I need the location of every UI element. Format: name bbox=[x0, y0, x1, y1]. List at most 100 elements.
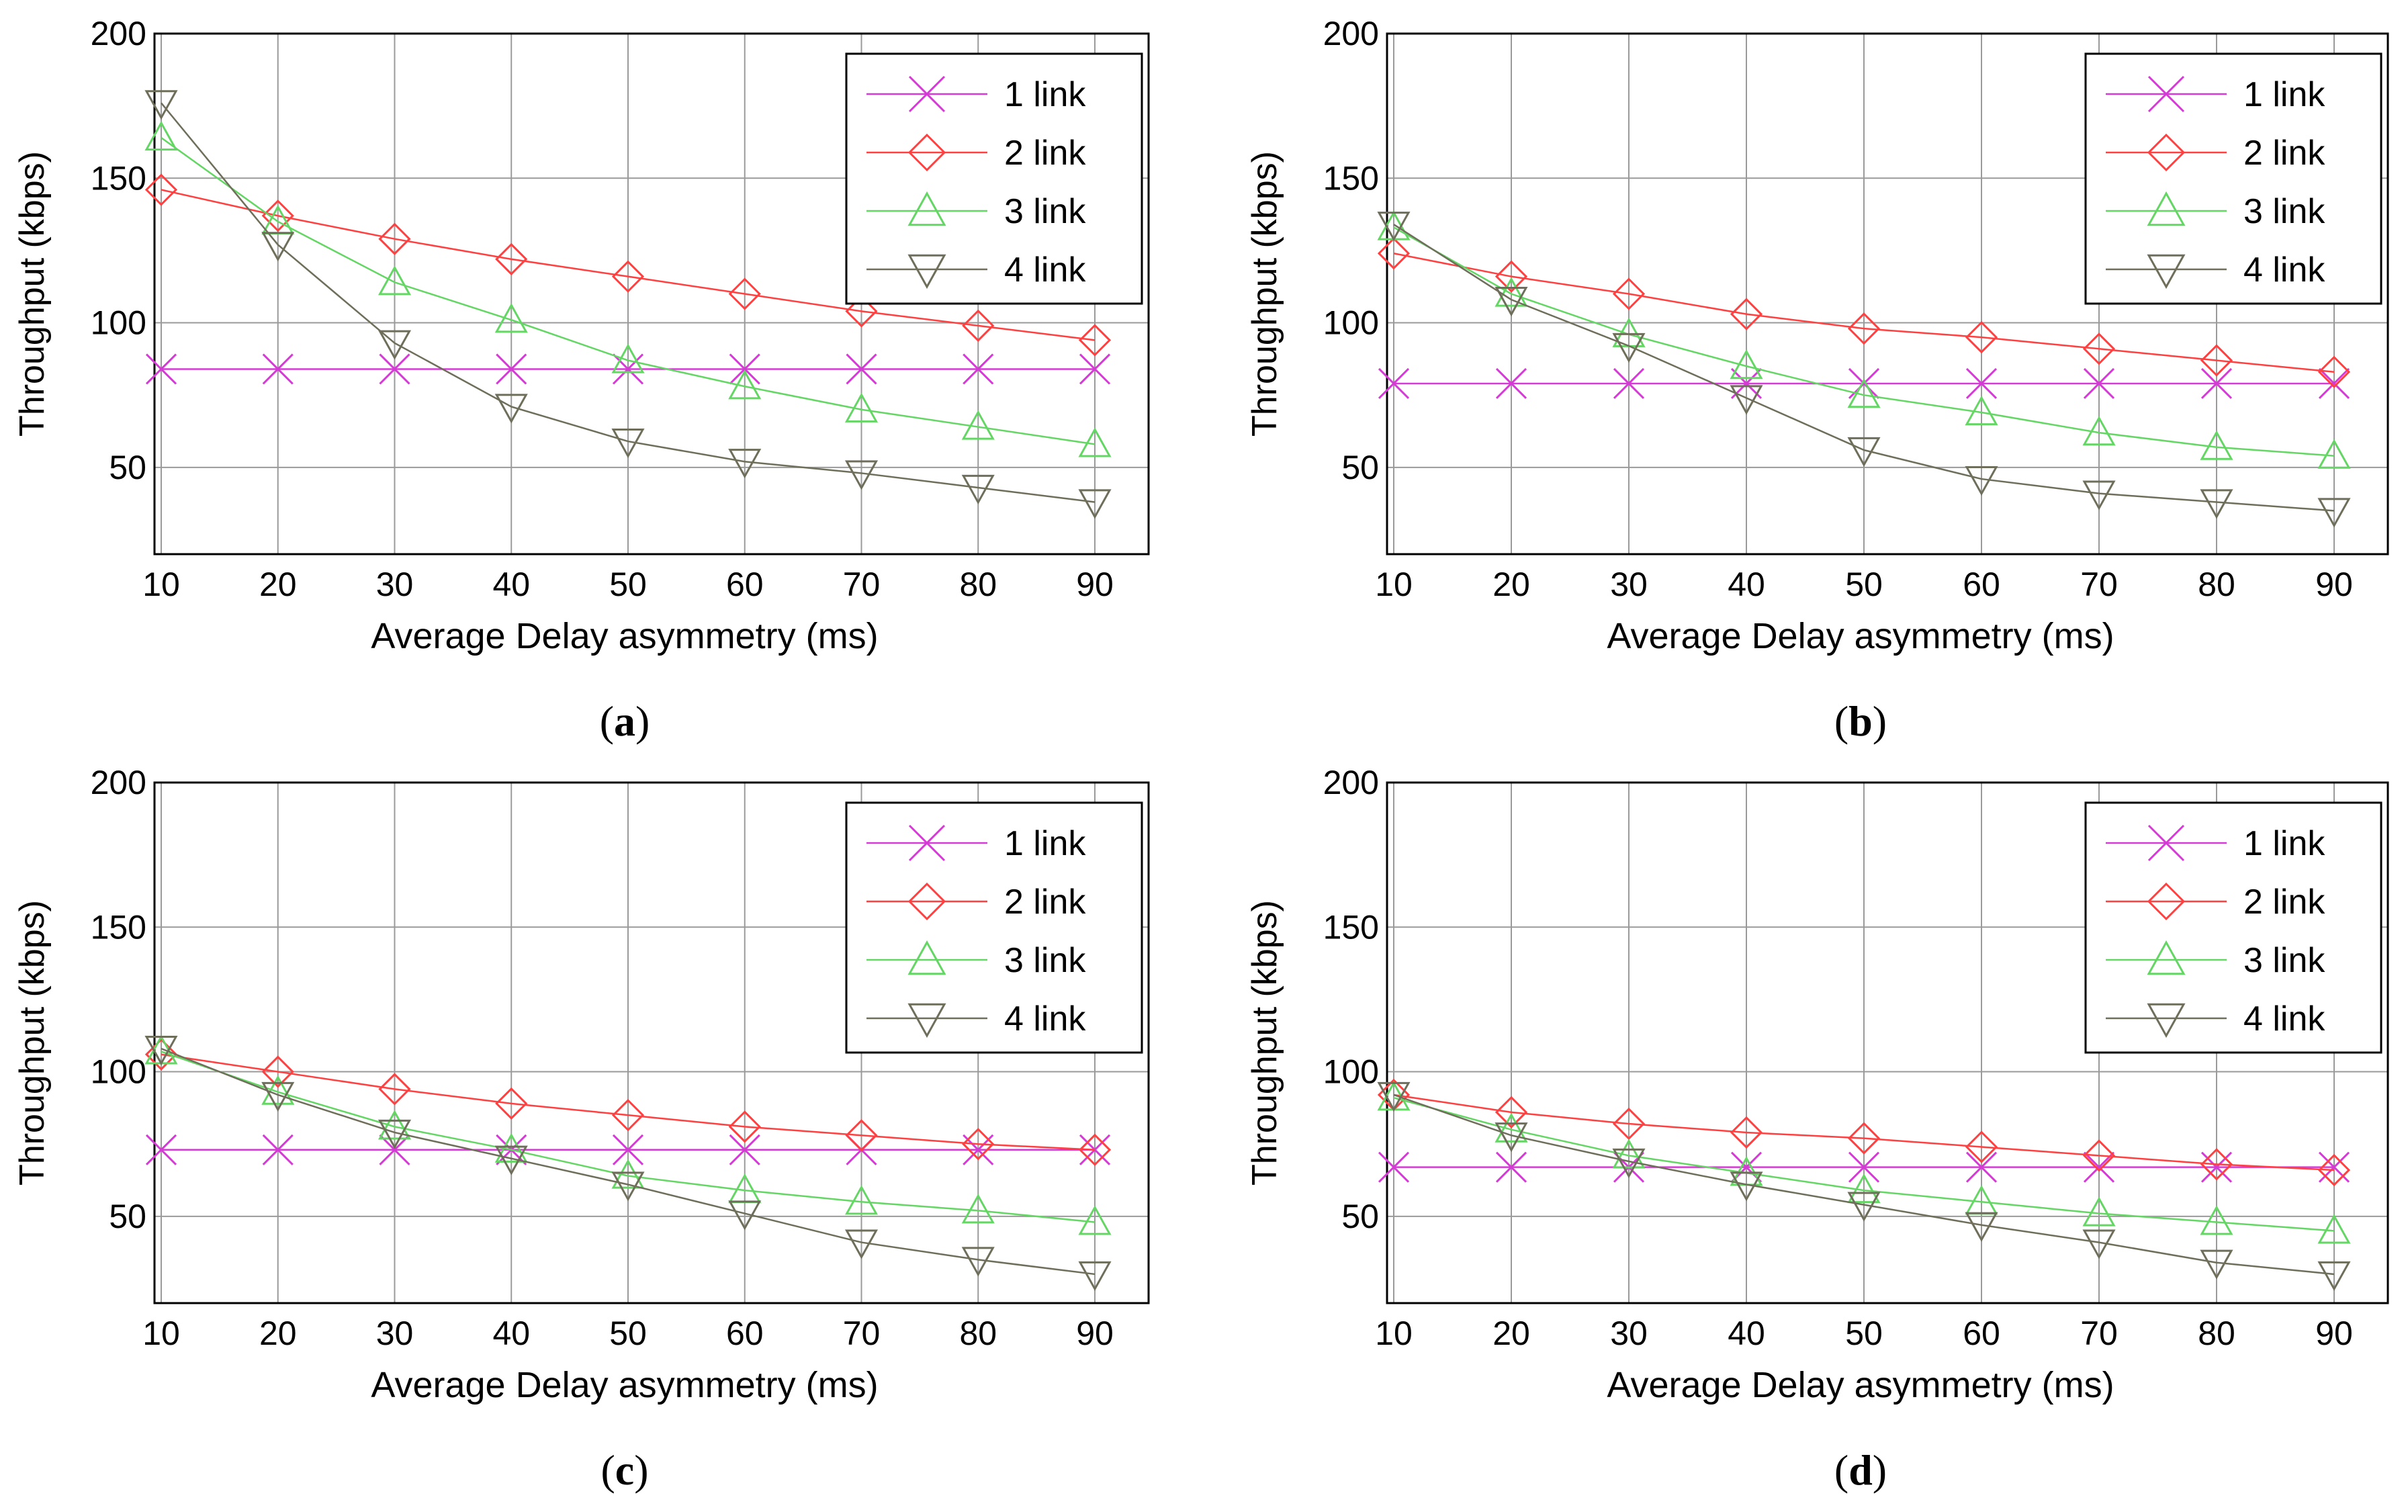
data-point bbox=[261, 1075, 295, 1105]
caption-open: ( bbox=[1834, 1446, 1848, 1494]
data-point bbox=[2317, 355, 2351, 388]
data-point bbox=[1847, 437, 1881, 468]
series-4-link bbox=[144, 1036, 1112, 1292]
x-tick-label: 60 bbox=[726, 566, 764, 603]
data-point bbox=[1078, 1261, 1112, 1292]
legend-label: 3 link bbox=[1004, 192, 1086, 231]
data-point bbox=[2317, 439, 2351, 469]
data-point bbox=[144, 120, 178, 151]
x-tick-label: 90 bbox=[2315, 566, 2353, 603]
data-point-b bbox=[1495, 1151, 1527, 1183]
data-point-b bbox=[846, 353, 877, 385]
series-line bbox=[161, 136, 1096, 445]
caption-open: ( bbox=[1834, 697, 1848, 745]
data-point bbox=[1730, 385, 1763, 415]
series-4-link bbox=[1377, 212, 2351, 528]
series-1-link bbox=[145, 353, 1111, 385]
data-point bbox=[611, 260, 645, 293]
caption-close: ) bbox=[635, 697, 650, 745]
data-point bbox=[1612, 332, 1646, 363]
legend-item-1-link: 1 link bbox=[2106, 75, 2325, 114]
data-point bbox=[1612, 1148, 1646, 1179]
series-line bbox=[161, 1047, 1096, 1276]
y-tick-label: 200 bbox=[91, 15, 146, 52]
data-point-b bbox=[379, 1134, 410, 1165]
panel-caption: (b) bbox=[1834, 697, 1887, 745]
data-point bbox=[2200, 344, 2233, 377]
x-tick-label: 10 bbox=[142, 1315, 180, 1352]
x-tick-label: 30 bbox=[376, 566, 414, 603]
x-tick-label: 90 bbox=[2315, 1315, 2353, 1352]
data-point bbox=[2082, 480, 2116, 510]
data-point-b bbox=[1965, 367, 1998, 400]
x-tick-label: 40 bbox=[1728, 566, 1765, 603]
x-tick-label: 10 bbox=[142, 566, 180, 603]
caption-close: ) bbox=[1873, 697, 1887, 745]
legend-box bbox=[2084, 52, 2382, 305]
data-point bbox=[378, 1073, 411, 1106]
data-point bbox=[144, 90, 178, 120]
data-point-b bbox=[2083, 367, 2115, 400]
legend-item-4-link: 4 link bbox=[2106, 999, 2325, 1038]
legend-marker-b bbox=[908, 75, 946, 113]
x-tick-label: 70 bbox=[2080, 566, 2118, 603]
legend-marker bbox=[2147, 254, 2186, 290]
y-tick-label: 100 bbox=[1323, 1053, 1379, 1091]
y-axis-label: Throughput (kbps) bbox=[1245, 151, 1284, 437]
series-3-link bbox=[1377, 1081, 2351, 1244]
data-point bbox=[2200, 489, 2233, 519]
legend-label: 1 link bbox=[1004, 75, 1086, 114]
x-axis-label: Average Delay asymmetry (ms) bbox=[1607, 1365, 2114, 1405]
data-point bbox=[1078, 427, 1112, 457]
caption-letter: b bbox=[1848, 697, 1873, 745]
series-2-link bbox=[144, 1038, 1112, 1166]
caption-open: ( bbox=[600, 697, 614, 745]
series-line bbox=[161, 189, 1096, 341]
data-point bbox=[611, 343, 645, 373]
data-point bbox=[728, 1110, 761, 1143]
y-tick-label: 100 bbox=[91, 1053, 146, 1091]
data-point bbox=[1495, 1096, 1528, 1128]
data-point bbox=[961, 410, 995, 440]
data-point bbox=[1078, 1133, 1112, 1166]
legend-item-1-link: 1 link bbox=[2106, 824, 2325, 863]
y-tick-label: 50 bbox=[109, 449, 146, 486]
x-tick-label: 20 bbox=[259, 1315, 297, 1352]
data-point bbox=[961, 1194, 995, 1224]
data-point bbox=[844, 460, 879, 490]
data-point bbox=[494, 303, 528, 333]
data-point bbox=[1612, 277, 1646, 310]
legend-label: 3 link bbox=[2243, 941, 2325, 980]
data-point bbox=[1730, 1171, 1763, 1202]
data-point bbox=[2082, 416, 2116, 446]
y-tick-label: 50 bbox=[1341, 449, 1379, 486]
caption-open: ( bbox=[600, 1446, 615, 1494]
x-tick-label: 20 bbox=[1492, 566, 1530, 603]
x-tick-label: 80 bbox=[959, 566, 997, 603]
data-point bbox=[1377, 1081, 1411, 1112]
caption-letter: a bbox=[614, 697, 635, 745]
legend-label: 4 link bbox=[2243, 251, 2325, 290]
y-axis-label: Throughput (kbps) bbox=[1245, 900, 1284, 1186]
data-point bbox=[1965, 465, 1998, 496]
y-tick-label: 150 bbox=[1323, 159, 1379, 197]
data-point bbox=[378, 222, 411, 255]
y-tick-label: 150 bbox=[1323, 908, 1379, 946]
data-point bbox=[728, 369, 762, 400]
y-tick-label: 100 bbox=[1323, 304, 1379, 342]
data-point bbox=[494, 394, 528, 424]
data-point bbox=[2082, 1229, 2116, 1259]
series-1-link bbox=[1378, 367, 2350, 400]
data-point bbox=[728, 277, 761, 310]
caption-close: ) bbox=[1873, 1446, 1887, 1494]
data-point bbox=[1495, 260, 1528, 293]
data-point bbox=[495, 1087, 528, 1120]
series-line bbox=[1393, 226, 2335, 457]
data-point-b bbox=[1495, 367, 1527, 400]
data-point bbox=[1847, 1122, 1881, 1155]
x-tick-label: 70 bbox=[843, 566, 881, 603]
series-line bbox=[161, 1053, 1096, 1151]
x-tick-label: 60 bbox=[1963, 566, 2000, 603]
series-line bbox=[1393, 1094, 2335, 1276]
